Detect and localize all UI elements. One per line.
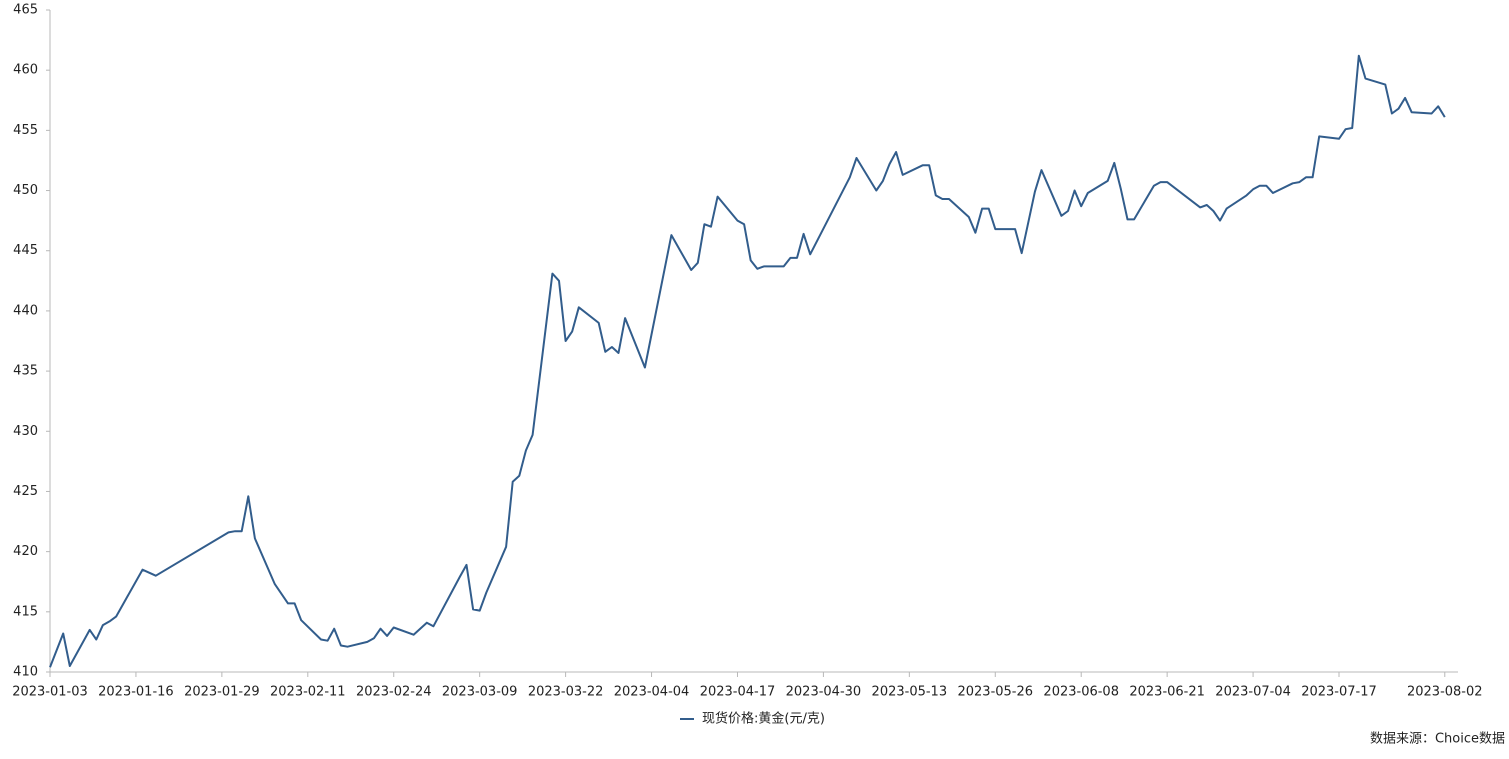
- source-note: 数据来源：Choice数据: [1370, 732, 1505, 747]
- y-tick-label: 440: [13, 303, 38, 318]
- x-tick-label: 2023-01-16: [98, 685, 174, 700]
- x-tick-label: 2023-02-11: [270, 685, 346, 700]
- x-tick-label: 2023-01-03: [12, 685, 88, 700]
- x-tick-label: 2023-04-30: [786, 685, 862, 700]
- x-tick-label: 2023-05-13: [872, 685, 948, 700]
- y-tick-label: 425: [13, 484, 38, 499]
- series-line: [49, 54, 1446, 668]
- x-tick-label: 2023-07-17: [1301, 685, 1377, 700]
- x-tick-label: 2023-06-08: [1043, 685, 1119, 700]
- y-tick-label: 450: [13, 183, 38, 198]
- y-tick-label: 465: [13, 3, 38, 18]
- x-tick-label: 2023-07-04: [1215, 685, 1291, 700]
- x-tick-label: 2023-05-26: [957, 685, 1033, 700]
- x-tick-label: 2023-04-17: [700, 685, 776, 700]
- x-tick-label: 2023-03-09: [442, 685, 518, 700]
- legend-label: 现货价格:黄金(元/克): [702, 711, 825, 727]
- y-tick-label: 410: [13, 665, 38, 680]
- x-tick-label: 2023-02-24: [356, 685, 432, 700]
- y-tick-label: 430: [13, 424, 38, 439]
- x-tick-label: 2023-03-22: [528, 685, 604, 700]
- x-tick-label: 2023-01-29: [184, 685, 260, 700]
- y-tick-label: 435: [13, 364, 38, 379]
- x-tick-label: 2023-04-04: [614, 685, 690, 700]
- y-tick-label: 460: [13, 63, 38, 78]
- y-tick-label: 445: [13, 243, 38, 258]
- y-tick-label: 415: [13, 604, 38, 619]
- y-tick-label: 420: [13, 544, 38, 559]
- y-tick-label: 455: [13, 123, 38, 138]
- x-tick-label: 2023-08-02: [1407, 685, 1483, 700]
- x-tick-label: 2023-06-21: [1129, 685, 1205, 700]
